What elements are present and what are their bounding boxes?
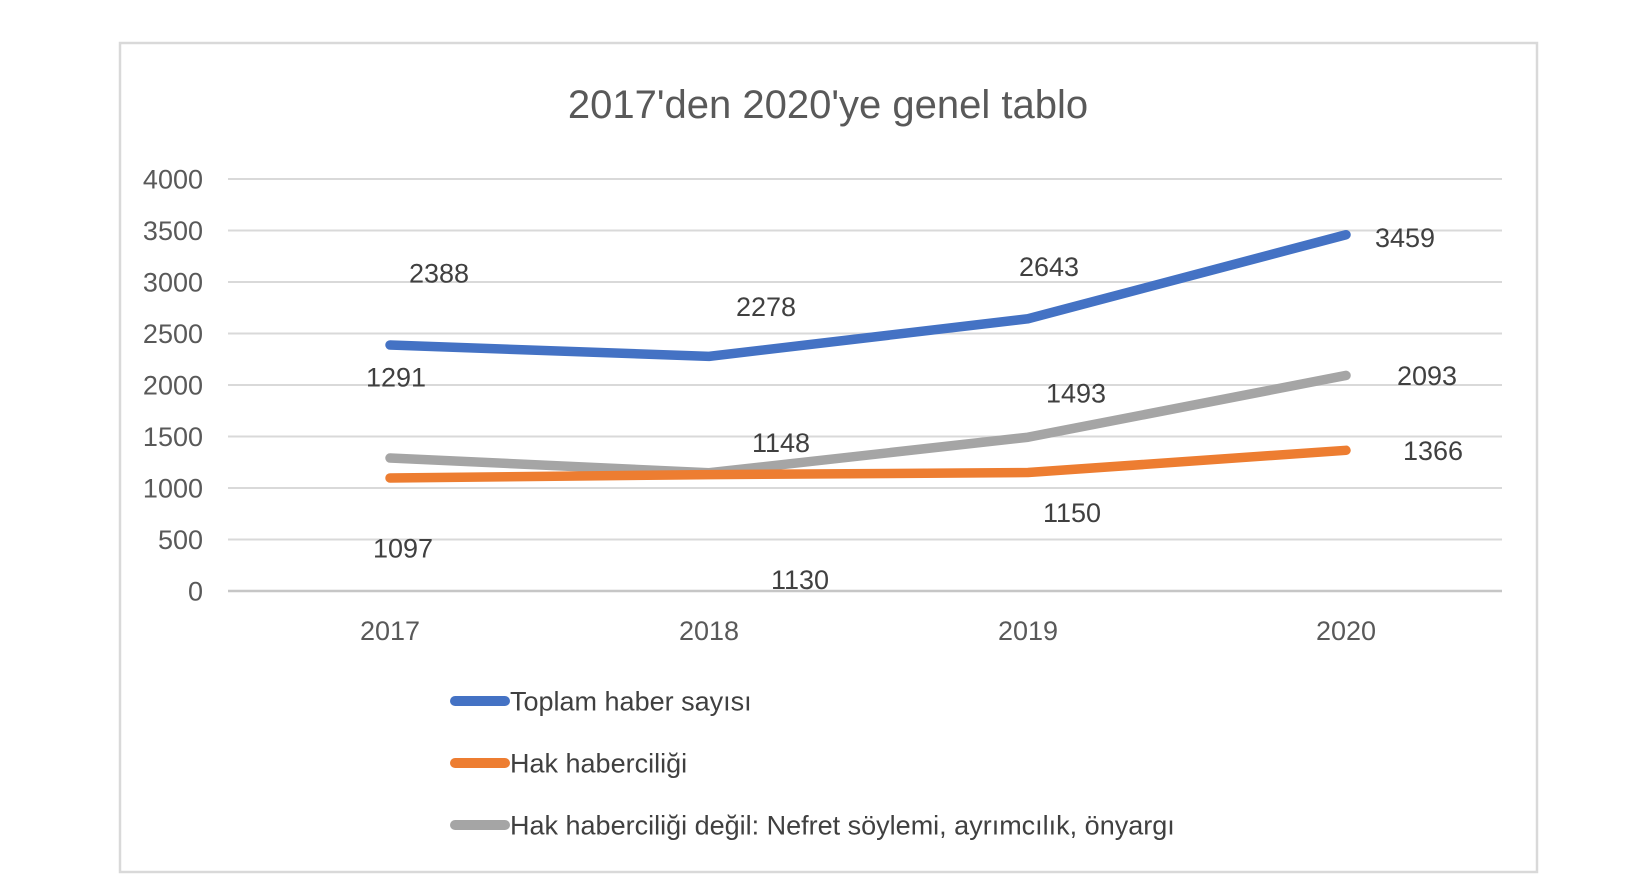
x-tick-label: 2017 (360, 616, 420, 646)
y-axis-labels: 4000 3500 3000 2500 2000 1500 1000 500 0 (143, 164, 203, 606)
y-tick-label: 500 (158, 525, 203, 555)
x-tick-label: 2020 (1316, 616, 1376, 646)
y-tick-label: 3500 (143, 216, 203, 246)
series-lines (385, 229, 1351, 483)
x-tick-label: 2019 (998, 616, 1058, 646)
data-label: 1493 (1046, 379, 1106, 409)
data-label: 1366 (1403, 436, 1463, 466)
legend-label: Hak haberciliği (510, 748, 687, 778)
data-label: 1097 (373, 533, 433, 563)
data-label: 1150 (1043, 498, 1101, 528)
data-label: 1291 (366, 362, 426, 392)
data-labels: 2388 2278 2643 3459 1097 1130 1150 1366 1291 1148… (366, 223, 1463, 595)
legend: Toplam haber sayısı Hak haberciliği Hak ha… (450, 686, 1175, 840)
data-label: 2388 (409, 258, 469, 288)
y-tick-label: 2500 (143, 319, 203, 349)
data-label: 2093 (1397, 361, 1457, 391)
series-line-2 (385, 370, 1351, 478)
chart-title: 2017'den 2020'ye genel tablo (568, 83, 1088, 127)
y-tick-label: 0 (188, 576, 203, 606)
x-tick-label: 2018 (679, 616, 739, 646)
gridlines (228, 178, 1502, 593)
legend-label: Hak haberciliği değil: Nefret söylemi, a… (510, 810, 1175, 840)
y-tick-label: 2000 (143, 370, 203, 400)
data-label: 1130 (771, 565, 829, 595)
legend-label: Toplam haber sayısı (510, 686, 752, 716)
y-tick-label: 1000 (143, 473, 203, 503)
series-line-0 (385, 229, 1351, 362)
data-label: 1148 (752, 428, 810, 458)
data-label: 3459 (1375, 223, 1435, 253)
series-line-1 (385, 445, 1351, 483)
data-label: 2278 (736, 292, 796, 322)
y-tick-label: 4000 (143, 164, 203, 194)
y-tick-label: 3000 (143, 267, 203, 297)
x-axis-labels: 2017 2018 2019 2020 (360, 616, 1376, 646)
data-label: 2643 (1019, 252, 1079, 282)
y-tick-label: 1500 (143, 422, 203, 452)
